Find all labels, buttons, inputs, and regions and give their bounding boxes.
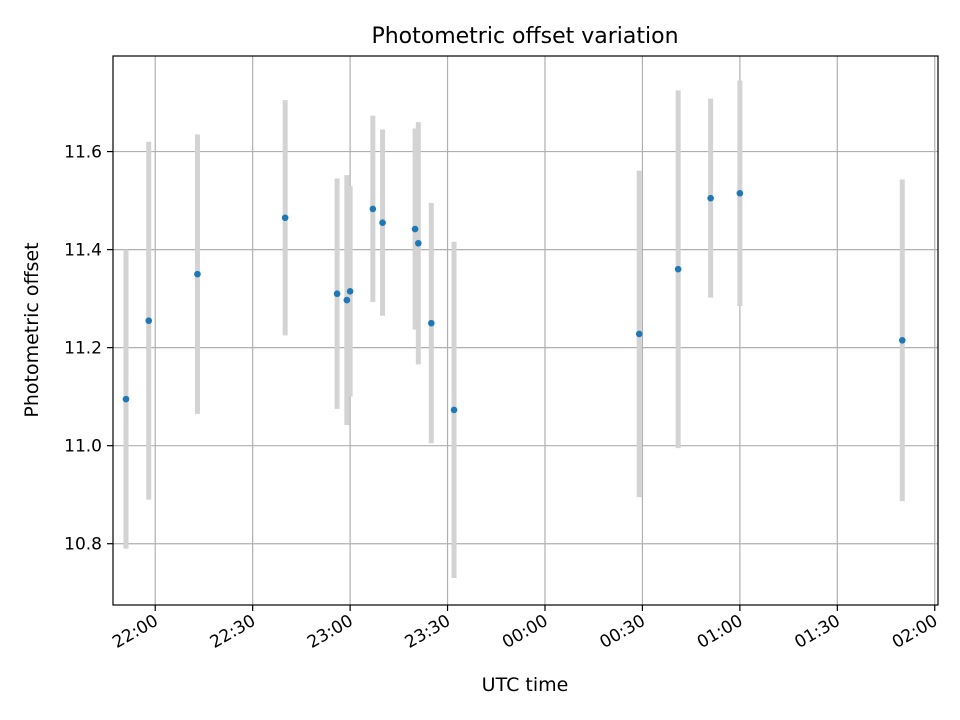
data-point bbox=[411, 225, 419, 233]
data-point bbox=[707, 194, 714, 202]
y-tick-label: 11.0 bbox=[64, 437, 102, 457]
y-axis-label: Photometric offset bbox=[21, 242, 43, 417]
x-axis-label: UTC time bbox=[482, 674, 569, 696]
plot-frame bbox=[112, 55, 939, 606]
chart-title: Photometric offset variation bbox=[371, 24, 678, 49]
data-points bbox=[122, 189, 906, 414]
data-point bbox=[369, 205, 377, 213]
data-point bbox=[281, 214, 289, 222]
y-tick-label: 11.6 bbox=[64, 143, 102, 163]
data-point bbox=[122, 395, 130, 403]
data-point bbox=[674, 265, 682, 273]
data-point bbox=[343, 296, 351, 304]
y-tick-label: 11.4 bbox=[64, 241, 102, 261]
grid bbox=[113, 56, 938, 605]
data-point bbox=[736, 189, 744, 197]
data-point bbox=[635, 330, 643, 338]
data-point bbox=[194, 270, 201, 278]
data-point bbox=[145, 317, 153, 324]
y-tick-label: 10.8 bbox=[64, 535, 102, 555]
data-point bbox=[379, 219, 386, 226]
data-point bbox=[450, 406, 458, 414]
data-point bbox=[333, 290, 341, 298]
data-point bbox=[428, 319, 435, 327]
data-point bbox=[898, 337, 906, 344]
y-axis: 10.8 11.0 11.2 11.4 11.6 bbox=[64, 143, 113, 555]
data-point bbox=[415, 239, 422, 247]
y-tick-label: 11.2 bbox=[64, 339, 102, 359]
data-point bbox=[346, 287, 354, 295]
